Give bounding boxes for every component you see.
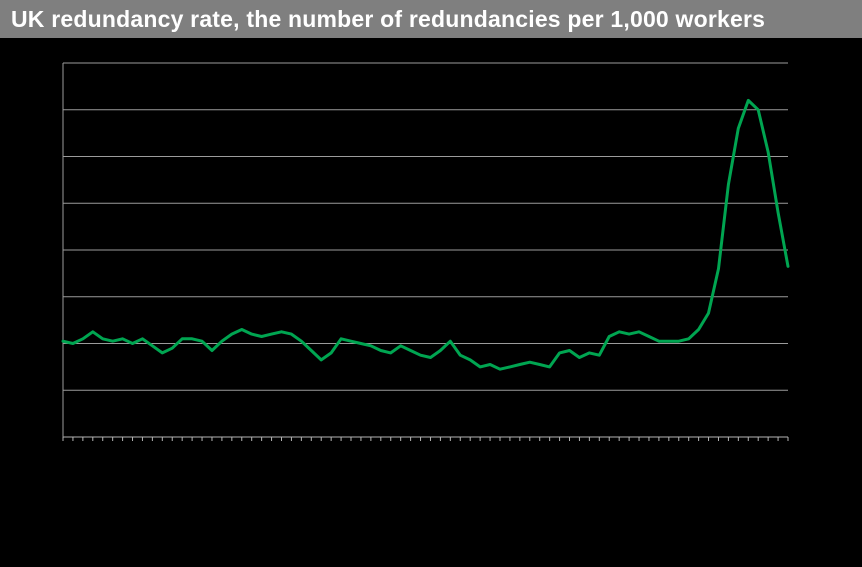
chart-title: UK redundancy rate, the number of redund… — [11, 5, 766, 32]
chart-title-bar: UK redundancy rate, the number of redund… — [0, 0, 862, 38]
redundancy-rate-series-line — [61, 98, 790, 371]
